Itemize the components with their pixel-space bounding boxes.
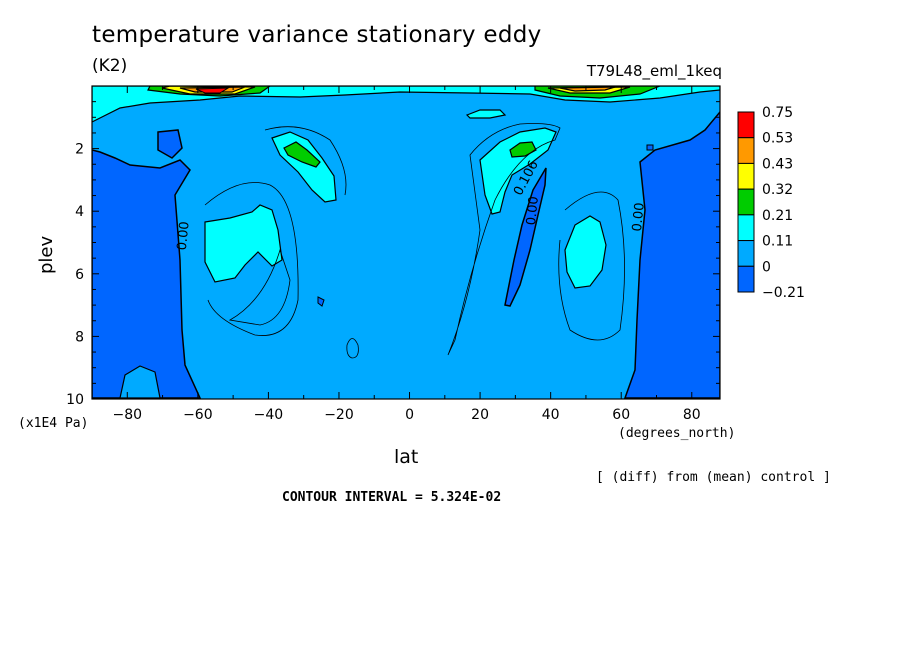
contour-label: 0.00 — [175, 221, 193, 251]
thin-contour-west — [204, 182, 299, 336]
x-tick-label: 20 — [471, 407, 489, 423]
y-tick-label: 4 — [75, 204, 84, 220]
x-axis-ticks: −80 −60 −40 −20 0 20 40 60 80 — [113, 86, 701, 423]
contour-label: 0.00 — [630, 202, 648, 232]
y-tick-label: 10 — [66, 392, 84, 408]
contour-interval: CONTOUR INTERVAL = 5.324E-02 — [282, 490, 502, 505]
chart-title: temperature variance stationary eddy — [92, 22, 542, 48]
thin-contour-nh-jet — [447, 123, 561, 356]
field-background — [92, 86, 720, 399]
colorbar-label: 0.53 — [762, 131, 793, 147]
colorbar-swatch — [737, 111, 755, 139]
contour-fields — [92, 86, 720, 399]
x-tick-label: −80 — [113, 407, 143, 423]
chart-units: (K2) — [92, 56, 128, 76]
colorbar: 0.75 0.53 0.43 0.32 0.21 0.11 0 −0.21 — [737, 105, 805, 301]
colorbar-label: 0.43 — [762, 156, 793, 172]
thin-contour-east — [558, 191, 625, 341]
colorbar-swatch — [737, 265, 755, 293]
run-label: T79L48_eml_1keq — [586, 62, 722, 80]
neg-region-west-top — [157, 129, 183, 159]
y-axis-units: (x1E4 Pa) — [18, 416, 89, 431]
colorbar-label: 0.75 — [762, 105, 793, 121]
small-neg-patch — [317, 296, 325, 307]
x-tick-label: 80 — [683, 407, 701, 423]
cyan-region-sw — [119, 365, 161, 399]
colorbar-swatch — [737, 240, 755, 267]
thin-contour-sh-jet — [264, 126, 347, 196]
cyan-region-mid-cap — [465, 109, 507, 119]
x-axis-units: (degrees_north) — [618, 426, 736, 441]
colorbar-label: 0 — [762, 259, 771, 275]
green-region-sh — [283, 141, 321, 168]
small-neg-patch-east — [646, 144, 654, 151]
x-tick-label: 40 — [542, 407, 560, 423]
contour-label: 0.00 — [524, 196, 542, 226]
y-tick-label: 6 — [75, 267, 84, 283]
colorbar-label: 0.11 — [762, 234, 793, 250]
x-tick-label: −60 — [183, 407, 213, 423]
x-tick-label: 60 — [612, 407, 630, 423]
x-axis-label: lat — [394, 446, 419, 468]
neg-region-ridge — [504, 167, 547, 307]
colorbar-label: 0.21 — [762, 208, 793, 224]
y-tick-label: 2 — [75, 142, 84, 158]
colorbar-swatch — [737, 137, 755, 164]
cyan-region-east-cell — [564, 215, 607, 289]
colorbar-swatch — [737, 188, 755, 216]
x-tick-label: −40 — [254, 407, 284, 423]
colorbar-label: −0.21 — [762, 285, 805, 301]
x-tick-label: 0 — [405, 407, 414, 423]
cyan-region-west-cell — [204, 204, 283, 283]
diff-note: [ (diff) from (mean) control ] — [596, 470, 831, 485]
colorbar-swatch — [737, 162, 755, 190]
y-tick-label: 8 — [75, 329, 84, 345]
x-tick-label: −20 — [324, 407, 354, 423]
thin-contour-small-bump — [346, 338, 359, 359]
orange-region-top-east — [559, 86, 616, 92]
colorbar-swatch — [737, 214, 755, 242]
colorbar-label: 0.32 — [762, 182, 793, 198]
y-axis-ticks: 2 4 6 8 10 — [66, 101, 720, 408]
neg-region-east — [623, 110, 720, 399]
thin-contour-west-inner — [228, 248, 291, 326]
red-region-top — [195, 87, 230, 94]
